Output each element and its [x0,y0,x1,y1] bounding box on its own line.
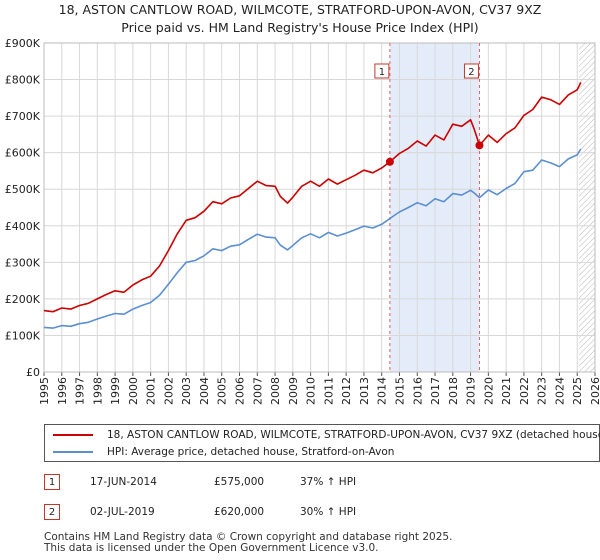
plot-border [43,42,596,373]
x-tick-label: 1997 [74,377,87,405]
y-tick-label: £100K [5,329,41,342]
forecast-hatch [579,43,595,372]
x-tick-label: 2024 [553,377,566,405]
x-tick-label: 2018 [447,377,460,405]
plot-area [44,43,595,372]
legend-item-property: 18, ASTON CANTLOW ROAD, WILMCOTE, STRATF… [45,426,600,444]
transaction-delta: 37% ↑ HPI [300,476,357,488]
transaction-point [475,141,484,150]
transaction-delta: 30% ↑ HPI [300,506,357,518]
x-tick-label: 2021 [500,377,513,405]
x-tick-label: 2017 [429,377,442,405]
x-tick-label: 2019 [465,377,478,405]
x-tick-label: 2007 [251,377,264,405]
x-tick-label: 2005 [216,377,229,405]
transaction-label: 2 [468,67,474,78]
x-tick-label: 2010 [305,377,318,405]
y-tick-label: £0 [26,366,40,379]
property-price-line [43,82,582,313]
x-tick-label: 2006 [234,377,247,405]
transaction-label-box [463,63,479,79]
legend-swatch-property [53,434,93,436]
x-tick-label: 2026 [589,377,600,405]
footer-licence: This data is licensed under the Open Gov… [44,542,379,554]
chart-subtitle: Price paid vs. HM Land Registry's House … [121,20,479,35]
footer-copyright: Contains HM Land Registry data © Crown c… [44,531,453,543]
transaction-label: 1 [379,67,385,78]
x-tick-label: 2000 [127,377,140,405]
x-tick-label: 2011 [322,377,335,405]
x-tick-label: 2002 [162,377,175,405]
y-tick-label: £400K [5,220,41,233]
x-tick-label: 2008 [269,377,282,405]
legend-item-hpi: HPI: Average price, detached house, Stra… [45,443,394,461]
legend-label-property: 18, ASTON CANTLOW ROAD, WILMCOTE, STRATF… [107,429,600,441]
x-tick-label: 2023 [536,377,549,405]
y-tick-label: £200K [5,293,41,306]
legend-swatch-hpi [53,451,93,453]
x-tick-label: 2025 [571,377,584,405]
y-tick-label: £500K [5,183,41,196]
transaction-price: £620,000 [214,506,265,518]
y-tick-label: £700K [5,110,41,123]
x-tick-label: 2001 [145,377,158,405]
hpi-line [43,148,582,329]
transaction-point [385,157,394,166]
y-tick-label: £600K [5,147,41,160]
x-tick-label: 2015 [393,377,406,405]
x-tick-label: 1999 [109,377,122,405]
transaction-marker: 1 [44,474,60,490]
price-chart: £0 £100K £200K £300K £400K £500K £600K £700K £80… [5,37,600,405]
x-tick-label: 2012 [340,377,353,405]
x-tick-label: 2014 [376,377,389,405]
transaction-date: 17-JUN-2014 [90,476,157,488]
legend-label-hpi: HPI: Average price, detached house, Stra… [107,446,395,458]
y-tick-label: £900K [5,37,41,50]
transaction-price: £575,000 [214,476,265,488]
y-tick-label: £300K [5,256,41,269]
transaction-marker: 2 [44,504,60,520]
chart-title: 18, ASTON CANTLOW ROAD, WILMCOTE, STRATF… [58,2,542,17]
transaction-date: 02-JUL-2019 [90,506,155,518]
x-tick-label: 2016 [411,377,424,405]
x-tick-label: 2003 [180,377,193,405]
x-tick-label: 2009 [287,377,300,405]
x-tick-label: 1998 [91,377,104,405]
x-tick-label: 2020 [482,377,495,405]
x-tick-label: 1996 [56,377,69,405]
x-tick-label: 2013 [358,377,371,405]
transaction-label-box [374,63,390,79]
legend: 18, ASTON CANTLOW ROAD, WILMCOTE, STRATF… [44,424,600,462]
x-tick-label: 2022 [518,377,531,405]
x-tick-label: 1995 [38,377,51,405]
y-tick-label: £800K [5,74,41,87]
x-tick-label: 2004 [198,377,211,405]
